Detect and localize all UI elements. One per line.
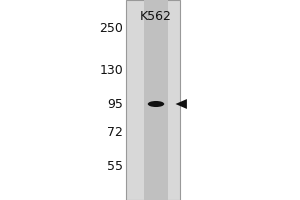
Bar bbox=[144, 0, 168, 200]
Text: 130: 130 bbox=[99, 64, 123, 76]
Ellipse shape bbox=[148, 101, 164, 107]
Text: 72: 72 bbox=[107, 127, 123, 140]
Polygon shape bbox=[176, 99, 187, 109]
Text: 95: 95 bbox=[107, 98, 123, 110]
Text: K562: K562 bbox=[140, 10, 172, 23]
Text: 55: 55 bbox=[107, 160, 123, 173]
Text: 250: 250 bbox=[99, 21, 123, 34]
Bar bbox=[126, 0, 180, 200]
